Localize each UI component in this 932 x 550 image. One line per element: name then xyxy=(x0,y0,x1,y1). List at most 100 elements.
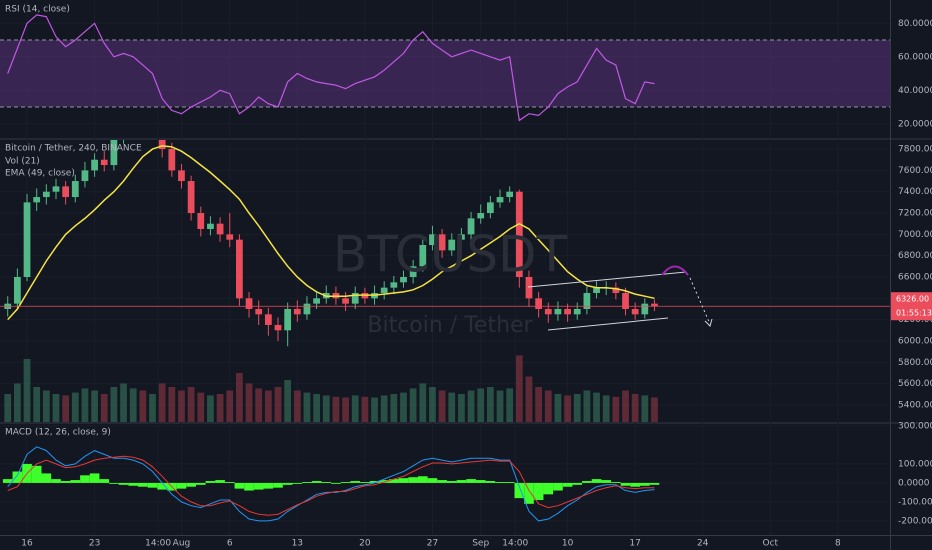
volume-bar xyxy=(91,390,98,422)
candle-body xyxy=(207,223,214,230)
macd-histogram xyxy=(176,482,187,489)
projection-arrow xyxy=(689,277,711,325)
candle-body xyxy=(409,266,417,278)
macd-histogram xyxy=(582,481,592,483)
macd-histogram xyxy=(427,478,438,483)
watermark-subtitle: Bitcoin / Tether xyxy=(367,313,533,338)
macd-histogram xyxy=(321,481,332,483)
x-tick-label: 14:00 xyxy=(145,539,171,549)
candle-body xyxy=(178,170,185,182)
overlay-layer: 16 23 14:00 Aug 6 13 20 27 Sep 14:00 10 17 24 Oct 820.… xyxy=(21,19,932,549)
macd-histogram xyxy=(215,480,225,483)
candle-body xyxy=(535,298,543,309)
macd-histogram xyxy=(2,479,13,483)
candle-body xyxy=(458,234,465,240)
x-tick-label: Oct xyxy=(763,539,779,549)
y-tick-label: 80.0000 xyxy=(898,19,932,29)
indicator-label: EMA (49, close) xyxy=(5,169,75,179)
volume-bar xyxy=(255,388,263,422)
macd-title: MACD (12, 26, close, 9) xyxy=(5,428,111,438)
candle-body xyxy=(197,213,205,230)
y-tick-label: 0.0000 xyxy=(898,478,930,488)
y-tick-label: 100.0000 xyxy=(898,459,932,469)
candle-body xyxy=(226,234,234,240)
volume-bar xyxy=(342,397,349,422)
macd-histogram xyxy=(331,482,341,484)
macd-histogram xyxy=(398,478,409,483)
candle-body xyxy=(525,277,533,299)
macd-histogram xyxy=(360,481,370,483)
rsi-line xyxy=(7,14,655,122)
macd-histogram xyxy=(562,482,573,487)
macd-histogram xyxy=(292,482,303,484)
macd-histogram xyxy=(138,482,148,487)
macd-histogram xyxy=(456,480,467,483)
y-tick-label: 5800.00 xyxy=(898,358,932,368)
volume-bar xyxy=(554,394,562,422)
macd-histogram xyxy=(12,471,23,483)
candle-body xyxy=(351,292,359,304)
candle-body xyxy=(81,170,89,182)
candle-body xyxy=(622,292,629,309)
macd-histogram xyxy=(504,481,515,483)
x-tick-label: 23 xyxy=(89,539,100,549)
candle-body xyxy=(33,197,41,203)
candle-body xyxy=(100,159,108,166)
volume-bar xyxy=(284,380,292,422)
volume-bar xyxy=(62,395,70,422)
y-tick-label: 6000.00 xyxy=(898,336,932,346)
volume-bar xyxy=(4,394,12,422)
rsi-title: RSI (14, close) xyxy=(5,5,70,15)
indicator-label: Vol (21) xyxy=(5,157,40,167)
macd-histogram xyxy=(572,482,583,485)
y-tick-label: 7800.00 xyxy=(898,145,932,155)
macd-histogram xyxy=(543,482,554,495)
main-title: Bitcoin / Tether, 240, BINANCE xyxy=(5,144,142,154)
volume-bar xyxy=(371,397,378,422)
y-tick-label: 40.0000 xyxy=(898,86,932,96)
macd-histogram xyxy=(31,465,42,483)
macd-histogram xyxy=(620,482,631,486)
volume-bar xyxy=(168,387,176,422)
volume-bar xyxy=(573,394,581,422)
candle-body xyxy=(477,213,485,219)
candle-body xyxy=(216,223,224,235)
candle-body xyxy=(313,298,320,304)
x-tick-label: 16 xyxy=(21,539,33,549)
candle-body xyxy=(342,298,349,304)
volume-bar xyxy=(458,394,465,422)
candle-body xyxy=(293,308,301,315)
volume-bar xyxy=(178,390,185,422)
candle-body xyxy=(429,234,436,246)
x-tick-label: 20 xyxy=(359,539,371,549)
volume-bar xyxy=(477,388,485,422)
macd-histogram xyxy=(282,482,293,485)
macd-histogram xyxy=(601,480,612,483)
volume-bar xyxy=(419,383,427,422)
candle-body xyxy=(448,239,456,251)
macd-histogram xyxy=(495,481,505,483)
volume-bar xyxy=(631,394,639,422)
volume-bar xyxy=(274,387,282,422)
macd-histogram xyxy=(302,481,312,483)
volume-bar xyxy=(158,383,166,422)
macd-histogram xyxy=(446,481,457,483)
candle-body xyxy=(573,308,581,315)
watermark: BTCUSDT xyxy=(333,226,568,284)
x-tick-label: 6 xyxy=(227,539,233,549)
channel-upper xyxy=(527,271,687,288)
volume-bar xyxy=(651,397,658,422)
macd-histogram xyxy=(485,481,496,483)
candle-body xyxy=(564,308,571,315)
volume-bar xyxy=(23,359,31,422)
arc-drawing xyxy=(661,265,689,276)
candle-body xyxy=(158,140,166,150)
volume-bar xyxy=(236,373,243,422)
macd-histogram xyxy=(224,481,235,483)
volume-bar xyxy=(593,392,600,422)
candle-body xyxy=(515,191,523,278)
volume-bar xyxy=(515,355,523,422)
volume-bar xyxy=(187,387,195,422)
volume-bar xyxy=(120,383,127,422)
candle-body xyxy=(651,303,658,307)
